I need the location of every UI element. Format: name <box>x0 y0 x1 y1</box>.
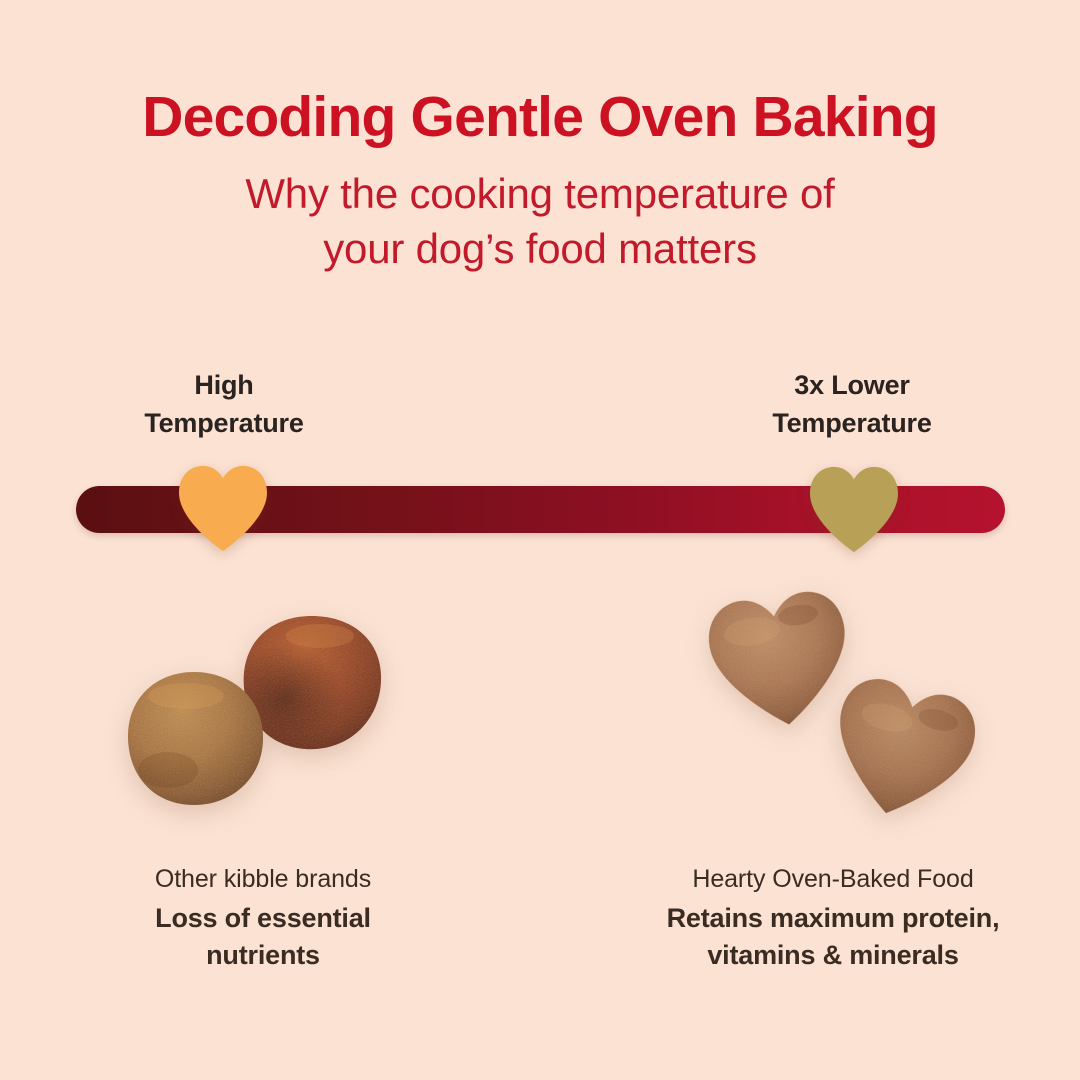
page-subtitle: Why the cooking temperature of your dog’… <box>0 166 1080 277</box>
kibble-piece-light <box>120 666 270 811</box>
caption-hearty-oven-baked-headline-line-1: Retains maximum protein, <box>666 903 1000 933</box>
caption-hearty-oven-baked-headline-line-2: vitamins & minerals <box>707 940 959 971</box>
caption-hearty-oven-baked-eyebrow: Hearty Oven-Baked Food <box>692 865 974 893</box>
caption-other-kibble: Other kibble brands Loss of essential nu… <box>38 862 488 975</box>
round-kibble-pieces-image <box>120 610 400 830</box>
label-high-temperature: High Temperature <box>62 366 386 443</box>
label-lower-temperature: 3x Lower Temperature <box>690 366 1014 443</box>
caption-other-kibble-headline-line-2: nutrients <box>206 940 320 971</box>
subtitle-line-1: Why the cooking temperature of <box>245 169 835 217</box>
temperature-scale-labels: High Temperature 3x Lower Temperature <box>0 366 1080 462</box>
olive-heart-marker-icon <box>806 465 902 553</box>
heart-shaped-treats-image <box>700 580 1000 820</box>
heart-treat-lower <box>811 662 993 837</box>
caption-hearty-oven-baked-headline: Retains maximum protein, vitamins & mine… <box>608 900 1058 975</box>
product-comparison-images <box>0 580 1080 850</box>
caption-other-kibble-headline-line-1: Loss of essential <box>155 903 371 933</box>
label-lower-temperature-line-1: 3x Lower <box>794 370 910 400</box>
label-high-temperature-line-1: High <box>194 370 254 400</box>
kibble-piece-dark <box>228 610 388 760</box>
label-high-temperature-line-2: Temperature <box>144 408 304 439</box>
orange-heart-marker-icon <box>175 464 271 552</box>
page-title: Decoding Gentle Oven Baking <box>142 85 938 149</box>
subtitle-line-2: your dog’s food matters <box>323 225 757 273</box>
caption-other-kibble-eyebrow: Other kibble brands <box>154 865 372 893</box>
caption-hearty-oven-baked: Hearty Oven-Baked Food Retains maximum p… <box>608 862 1058 975</box>
caption-other-kibble-headline: Loss of essential nutrients <box>38 900 488 975</box>
heart-treat-upper <box>695 578 865 740</box>
header: Decoding Gentle Oven Baking Why the cook… <box>0 85 1080 277</box>
label-lower-temperature-line-2: Temperature <box>772 408 932 439</box>
